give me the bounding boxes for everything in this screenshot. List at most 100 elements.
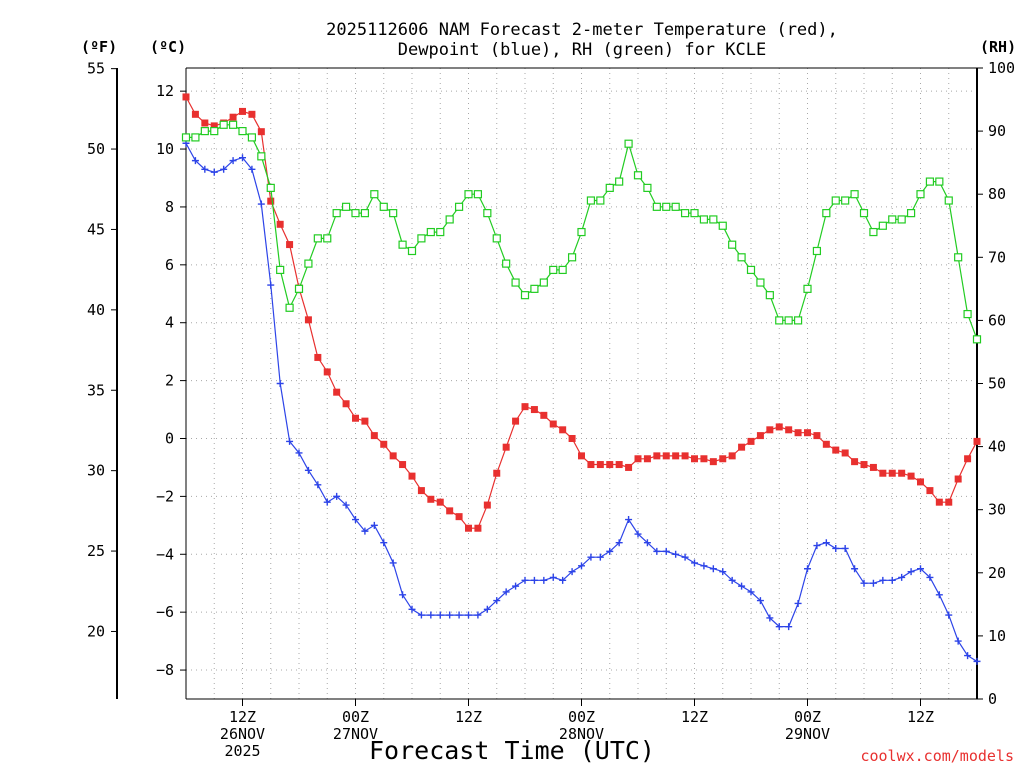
time-tick-label: 00Z — [568, 708, 595, 726]
rh-point — [963, 309, 972, 319]
time-tick-label: 2025 — [224, 742, 260, 760]
rh-point — [313, 234, 322, 243]
rh-point — [671, 202, 680, 211]
celsius-tick-label: 0 — [165, 429, 174, 447]
temperature-point — [436, 498, 444, 506]
rh-point — [407, 246, 417, 256]
rh-point — [859, 209, 869, 218]
rh-point — [925, 177, 935, 186]
rh-point — [615, 177, 624, 186]
rh-point — [294, 284, 304, 293]
temperature-point — [832, 446, 840, 454]
rh-point — [351, 209, 360, 218]
dewpoint-point — [361, 527, 369, 535]
dewpoint-point — [408, 605, 416, 613]
rh-tick-label: 80 — [988, 185, 1006, 203]
temperature-point — [502, 443, 510, 451]
rh-point — [737, 253, 746, 262]
temperature-point — [615, 461, 623, 469]
celsius-tick-label: −4 — [156, 545, 174, 563]
rh-point — [266, 183, 275, 192]
dewpoint-point — [578, 562, 585, 570]
rh-point — [596, 196, 605, 205]
dewpoint-point — [587, 553, 595, 561]
rh-point — [605, 183, 614, 192]
rh-point — [257, 152, 266, 161]
dewpoint-point — [926, 573, 934, 581]
dewpoint-point — [389, 559, 397, 567]
rh-tick-label: 0 — [988, 690, 997, 708]
rh-point — [247, 133, 257, 142]
temperature-point — [568, 434, 576, 442]
temperature-point — [530, 406, 538, 414]
dewpoint-point — [700, 562, 708, 570]
temperature-point — [728, 452, 736, 460]
dewpoint-point — [314, 481, 322, 489]
fahrenheit-tick-label: 50 — [87, 140, 105, 158]
rh-point — [652, 202, 661, 211]
dewpoint-point — [465, 611, 472, 619]
fahrenheit-tick-label: 30 — [87, 462, 105, 480]
dewpoint-point — [869, 579, 877, 587]
rh-tick-label: 70 — [988, 248, 1006, 266]
dewpoint-point — [822, 539, 830, 547]
dewpoint-point — [973, 657, 981, 665]
dewpoint-point — [775, 623, 783, 631]
temperature-point — [634, 455, 642, 463]
rh-point — [633, 171, 643, 180]
dewpoint-point — [794, 599, 802, 607]
dewpoint-point — [210, 168, 218, 176]
dewpoint-point — [813, 542, 821, 550]
dewpoint-point — [229, 157, 237, 165]
rh-point — [897, 215, 906, 224]
dewpoint-point — [935, 591, 943, 599]
temperature-point — [888, 469, 896, 477]
dewpoint-point — [832, 544, 840, 552]
source-credit: coolwx.com/models — [860, 747, 1014, 765]
dewpoint-point — [898, 573, 906, 581]
rh-point — [662, 202, 671, 211]
temperature-point — [191, 110, 199, 118]
dewpoint-point — [417, 611, 425, 619]
dewpoint-point — [964, 652, 972, 660]
temperature-point — [257, 128, 265, 136]
dewpoint-point — [286, 437, 294, 445]
temperature-point — [493, 469, 501, 477]
axes: 121086420−2−4−6−855504540353025201009080… — [87, 59, 1015, 760]
rh-point — [323, 234, 332, 243]
fahrenheit-tick-label: 25 — [87, 542, 105, 560]
fahrenheit-axis-label: (ºF) — [81, 38, 117, 56]
rh-point — [822, 209, 831, 218]
rh-point — [841, 196, 850, 205]
dewpoint-point — [267, 281, 275, 289]
temperature-point — [483, 501, 491, 509]
rh-point — [850, 190, 859, 199]
dewpoint-point — [323, 498, 331, 506]
dewpoint-point — [559, 576, 567, 584]
dewpoint-point — [304, 466, 312, 474]
rh-point — [511, 278, 520, 287]
rh-point — [454, 202, 464, 211]
celsius-tick-label: −2 — [156, 487, 174, 505]
time-tick-label: 28NOV — [559, 725, 604, 743]
rh-point — [181, 133, 191, 142]
celsius-tick-label: 4 — [165, 314, 174, 332]
dewpoint-point — [672, 550, 680, 558]
temperature-point — [794, 429, 802, 437]
temperature-point — [926, 487, 934, 495]
temperature-point — [578, 452, 585, 460]
temperature-point — [756, 432, 764, 440]
dewpoint-point — [785, 623, 793, 631]
dewpoint-point — [257, 200, 265, 208]
temperature-point — [446, 507, 454, 515]
rh-point — [370, 190, 379, 199]
time-tick-label: 12Z — [681, 708, 708, 726]
temperature-point — [380, 440, 388, 448]
dewpoint-point — [709, 565, 717, 573]
rh-point — [888, 215, 897, 224]
time-tick-label: 29NOV — [785, 725, 830, 743]
rh-point — [398, 240, 407, 249]
temperature-point — [775, 423, 783, 431]
temperature-point — [361, 417, 369, 425]
